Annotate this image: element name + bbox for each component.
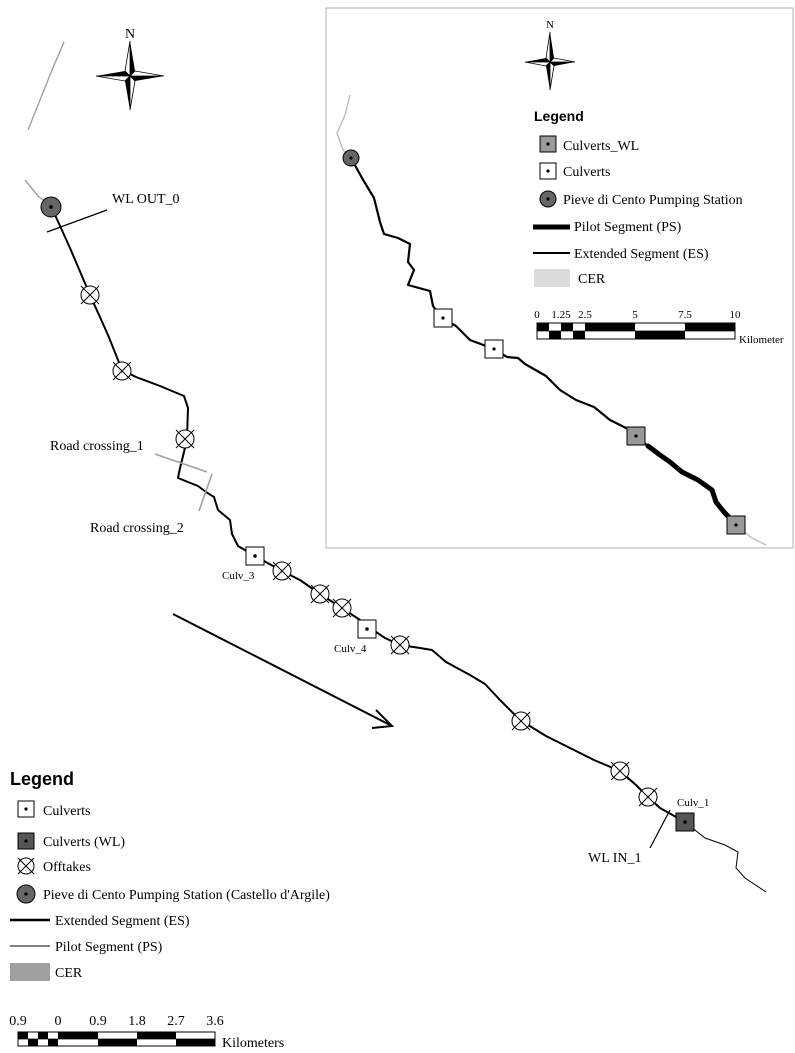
main-legend-title: Legend bbox=[10, 769, 74, 789]
offtake-marker bbox=[80, 285, 100, 305]
main-pumping-station-marker bbox=[40, 196, 62, 218]
main-legend-label: Offtakes bbox=[43, 860, 91, 875]
main-legend-offtakes-icon bbox=[17, 857, 35, 875]
main-downstream-channel bbox=[684, 821, 767, 893]
inset-north-arrow-icon bbox=[524, 31, 576, 91]
main-scale-tick: 2.7 bbox=[167, 1014, 185, 1029]
wl-in-label: WL IN_1 bbox=[588, 851, 642, 866]
main-extended-segment bbox=[50, 205, 686, 823]
main-legend-culverts-wl-icon bbox=[17, 832, 35, 850]
culvert-marker bbox=[245, 546, 265, 566]
main-legend-label: Pieve di Cento Pumping Station (Castello… bbox=[43, 888, 330, 903]
main-north-label: N bbox=[125, 27, 135, 42]
culvert-marker bbox=[357, 619, 377, 639]
inset-scale-tick: 5 bbox=[632, 309, 638, 321]
inset-legend-culverts-wl-icon bbox=[539, 135, 557, 153]
main-legend-culverts-icon bbox=[17, 800, 35, 818]
inset-legend-cer-icon bbox=[534, 269, 570, 287]
main-scale-unit: Kilometers bbox=[222, 1036, 284, 1051]
inset-north-label: N bbox=[546, 19, 554, 31]
inset-legend-label: Culverts_WL bbox=[563, 139, 639, 154]
offtake-marker bbox=[310, 584, 330, 604]
main-legend-label: Culverts bbox=[43, 804, 90, 819]
inset-map: N Legend bbox=[325, 7, 794, 549]
offtake-marker bbox=[332, 598, 352, 618]
inset-legend-label: Pilot Segment (PS) bbox=[574, 220, 682, 235]
inset-culvert-marker bbox=[484, 339, 504, 359]
main-scale-tick: 1.8 bbox=[128, 1014, 146, 1029]
inset-legend-culverts-icon bbox=[539, 162, 557, 180]
main-map: N bbox=[9, 27, 767, 1051]
road-crossing-2 bbox=[198, 473, 213, 512]
inset-legend-title: Legend bbox=[534, 108, 584, 124]
inset-scale-bar: 0 1.25 2.5 5 7.5 10 Kilometer bbox=[534, 309, 784, 346]
inset-legend-pumping-station-icon bbox=[539, 190, 557, 208]
main-cer-north bbox=[27, 41, 65, 131]
inset-legend-label: Culverts bbox=[563, 165, 610, 180]
main-scale-bar: 0.9 0 0.9 1.8 2.7 3.6 Kilometers bbox=[9, 1014, 284, 1051]
inset-pumping-station-marker bbox=[342, 149, 360, 167]
offtake-marker bbox=[511, 711, 531, 731]
offtake-marker bbox=[390, 635, 410, 655]
inset-culvert-wl-marker bbox=[726, 515, 746, 535]
inset-legend-label: CER bbox=[578, 272, 606, 287]
wl-out-label: WL OUT_0 bbox=[112, 192, 180, 207]
main-legend-label: Extended Segment (ES) bbox=[55, 914, 190, 929]
inset-pilot-segment bbox=[645, 443, 739, 528]
wl-in-section-line bbox=[649, 809, 671, 849]
inset-legend-label: Pieve di Cento Pumping Station bbox=[563, 193, 743, 208]
main-scale-tick: 0.9 bbox=[9, 1014, 27, 1029]
wl-out-section-line bbox=[46, 209, 108, 233]
road-crossing-1 bbox=[154, 453, 208, 473]
main-legend-label: Culverts (WL) bbox=[43, 835, 125, 850]
main-legend-pumping-station-icon bbox=[16, 884, 36, 904]
inset-culvert-wl-marker bbox=[626, 426, 646, 446]
culvert-wl-marker bbox=[675, 812, 695, 832]
offtake-marker bbox=[638, 787, 658, 807]
main-scale-tick: 0 bbox=[55, 1014, 62, 1029]
main-north-arrow-icon bbox=[95, 40, 165, 111]
main-legend-cer-icon bbox=[10, 963, 50, 981]
culv-1-label: Culv_1 bbox=[677, 797, 709, 809]
inset-scale-unit: Kilometer bbox=[739, 334, 784, 346]
culv-3-label: Culv_3 bbox=[222, 570, 255, 582]
main-scale-tick: 3.6 bbox=[206, 1014, 224, 1029]
inset-scale-tick: 1.25 bbox=[551, 309, 571, 321]
offtake-marker bbox=[175, 429, 195, 449]
inset-scale-tick: 0 bbox=[534, 309, 540, 321]
flow-direction-arrow-icon bbox=[172, 613, 395, 729]
inset-culvert-marker bbox=[433, 308, 453, 328]
main-legend-label: CER bbox=[55, 966, 83, 981]
road-crossing-2-label: Road crossing_2 bbox=[90, 521, 184, 536]
inset-scale-tick: 10 bbox=[730, 309, 742, 321]
inset-scale-tick: 2.5 bbox=[578, 309, 592, 321]
inset-legend-label: Extended Segment (ES) bbox=[574, 247, 709, 262]
inset-extended-segment bbox=[349, 156, 650, 448]
offtake-marker bbox=[272, 561, 292, 581]
offtake-marker bbox=[610, 761, 630, 781]
inset-scale-tick: 7.5 bbox=[678, 309, 692, 321]
offtake-marker bbox=[112, 361, 132, 381]
main-legend: Legend Culverts Culverts (WL) Offtakes P… bbox=[10, 769, 330, 981]
main-scale-tick: 0.9 bbox=[89, 1014, 107, 1029]
culv-4-label: Culv_4 bbox=[334, 643, 367, 655]
main-legend-label: Pilot Segment (PS) bbox=[55, 940, 163, 955]
road-crossing-1-label: Road crossing_1 bbox=[50, 439, 144, 454]
inset-legend: Legend Culverts_WL Culverts Pieve di Cen… bbox=[533, 108, 743, 287]
